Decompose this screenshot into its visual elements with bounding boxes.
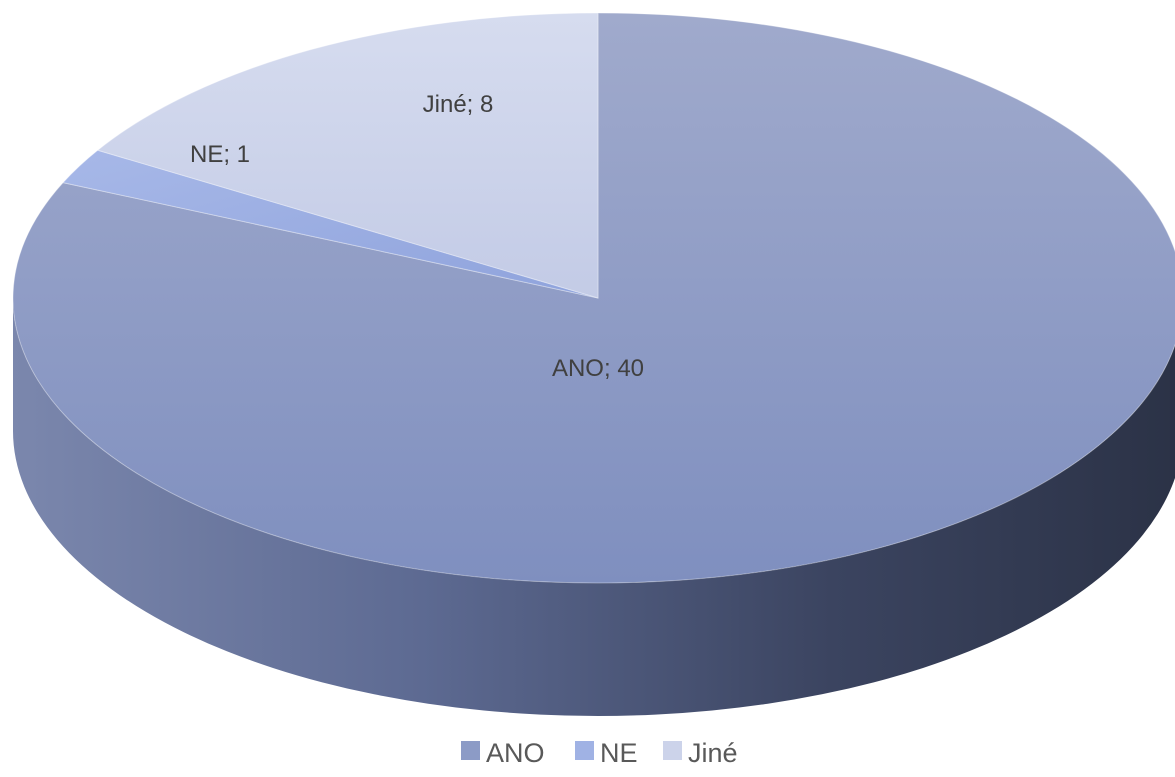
pie-slice-jine <box>96 12 599 299</box>
pie-side-face <box>13 298 1175 716</box>
legend: ANO NE Jiné <box>461 738 738 768</box>
legend-swatch-jine <box>663 741 682 760</box>
pie-slice-ne <box>62 149 599 299</box>
data-label-ano: ANO; 40 <box>552 355 644 382</box>
legend-label-ano: ANO <box>486 738 545 768</box>
data-label-ne: NE; 1 <box>190 141 250 168</box>
pie-slice-ano <box>12 12 1175 584</box>
legend-swatch-ano <box>461 741 480 760</box>
data-label-jine: Jiné; 8 <box>423 91 494 118</box>
legend-label-ne: NE <box>600 738 638 768</box>
legend-swatch-ne <box>575 741 594 760</box>
legend-label-jine: Jiné <box>688 738 738 768</box>
